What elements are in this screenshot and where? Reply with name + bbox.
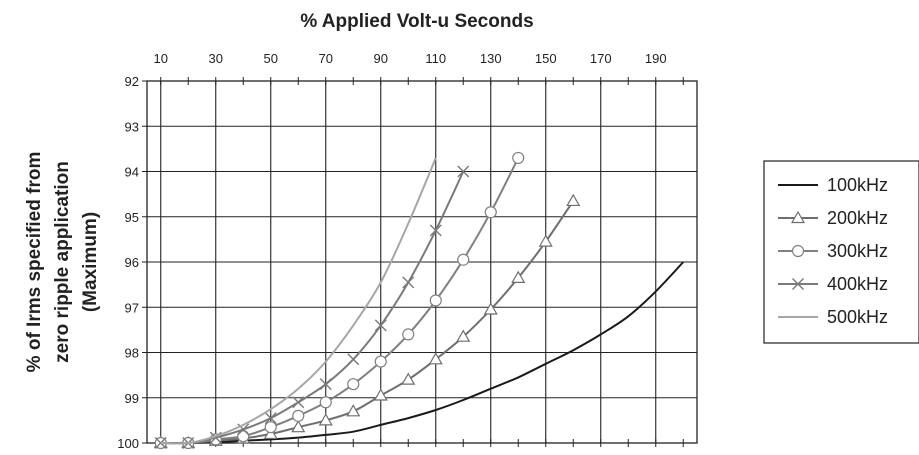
y-tick-label: 98 <box>125 346 139 361</box>
x-tick-label: 50 <box>264 51 278 66</box>
chart-title: % Applied Volt-u Seconds <box>300 11 533 32</box>
series-line <box>160 157 437 445</box>
legend-marker <box>792 278 804 290</box>
legend-label: 300kHz <box>827 241 888 261</box>
series-line <box>160 200 575 445</box>
x-tick-label: 190 <box>645 51 667 66</box>
y-tick-label: 94 <box>125 165 139 180</box>
legend-label: 200kHz <box>827 208 888 228</box>
x-tick-labels: 10 30 50 70 90 110 130 150 170 190 <box>154 51 667 66</box>
data-point <box>457 165 470 178</box>
legend-item: 200kHz <box>778 208 888 228</box>
data-point <box>429 224 442 237</box>
legend-item: 500kHz <box>778 307 888 327</box>
data-point <box>456 329 471 342</box>
y-tick-label: 100 <box>117 436 139 451</box>
data-point <box>237 430 250 443</box>
legend-label: 400kHz <box>827 274 888 294</box>
series-400kHz <box>154 165 470 449</box>
data-point <box>347 378 360 391</box>
y-tick-label: 92 <box>125 74 139 89</box>
x-tick-label: 10 <box>154 51 168 66</box>
series-line <box>160 171 465 445</box>
y-tick-label: 93 <box>125 119 139 134</box>
data-point <box>511 270 526 283</box>
legend-label: 500kHz <box>827 307 888 327</box>
data-point <box>318 413 333 426</box>
y-tick-label: 99 <box>125 391 139 406</box>
y-tick-label: 96 <box>125 255 139 270</box>
y-axis-label-line: zero ripple application <box>52 161 73 363</box>
data-point <box>538 234 553 247</box>
y-axis-label-line: (Maximum) <box>80 212 101 312</box>
x-tick-label: 170 <box>590 51 612 66</box>
data-point <box>401 372 416 385</box>
y-tick-label: 95 <box>125 210 139 225</box>
y-axis-label: % of Irms specified from zero ripple appl… <box>24 152 101 373</box>
data-point <box>402 276 415 289</box>
y-tick-label: 97 <box>125 300 139 315</box>
series-300kHz <box>154 151 525 450</box>
data-point <box>402 328 415 341</box>
legend-item: 300kHz <box>778 241 888 261</box>
legend-marker <box>790 210 806 224</box>
x-tick-label: 110 <box>425 51 446 66</box>
data-point <box>457 253 470 266</box>
data-point <box>346 404 361 417</box>
series-lines <box>153 151 685 450</box>
x-tick-label: 150 <box>535 51 557 66</box>
legend-item: 400kHz <box>778 274 888 294</box>
x-tick-label: 130 <box>480 51 502 66</box>
data-point <box>374 319 387 332</box>
data-point <box>483 302 498 315</box>
data-point <box>347 353 360 366</box>
x-tick-label: 70 <box>319 51 333 66</box>
x-tick-label: 90 <box>374 51 388 66</box>
legend: 100kHz 200kHz 300kHz 400kHz 500kHz <box>763 160 919 344</box>
legend-item: 100kHz <box>778 175 888 195</box>
data-point <box>264 421 277 434</box>
data-point <box>292 409 305 422</box>
y-tick-labels: 92 93 94 95 96 97 98 99 100 <box>117 74 139 451</box>
data-point <box>373 388 388 401</box>
data-point <box>264 412 277 425</box>
data-point <box>429 294 442 307</box>
data-point <box>512 151 525 165</box>
series-200kHz <box>153 193 581 449</box>
data-point <box>374 355 387 368</box>
data-point <box>484 206 497 219</box>
data-point <box>566 193 581 207</box>
data-point <box>154 437 167 449</box>
data-point <box>291 419 306 433</box>
data-point <box>319 396 332 409</box>
grid <box>142 77 698 447</box>
legend-marker <box>791 244 805 258</box>
data-point <box>292 396 305 409</box>
legend-label: 100kHz <box>827 175 888 195</box>
y-axis-label-line: % of Irms specified from <box>24 152 45 373</box>
data-point <box>319 378 332 391</box>
data-point <box>209 431 222 444</box>
series-500kHz <box>160 157 437 445</box>
x-tick-label: 30 <box>209 51 223 66</box>
data-point <box>428 352 443 365</box>
